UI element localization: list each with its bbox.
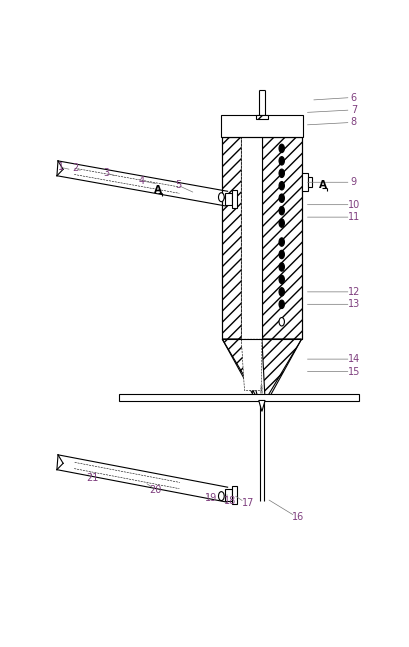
Circle shape	[279, 157, 284, 165]
Circle shape	[279, 194, 284, 203]
Bar	[302, 173, 308, 192]
Circle shape	[279, 318, 284, 326]
Text: 9: 9	[351, 177, 357, 187]
Bar	[262, 137, 301, 339]
Bar	[308, 177, 312, 187]
Bar	[225, 193, 232, 204]
Text: 16: 16	[292, 512, 304, 522]
Bar	[241, 137, 262, 339]
Text: 21: 21	[86, 473, 99, 483]
Bar	[225, 488, 232, 501]
Text: 11: 11	[348, 212, 360, 222]
Text: 7: 7	[351, 105, 357, 115]
Text: 8: 8	[351, 118, 357, 127]
Text: A: A	[319, 181, 327, 190]
Circle shape	[279, 219, 284, 227]
Text: 12: 12	[348, 287, 360, 297]
Bar	[221, 115, 303, 137]
Circle shape	[279, 288, 284, 296]
Text: 18: 18	[224, 496, 236, 506]
Circle shape	[279, 182, 284, 190]
Circle shape	[218, 193, 224, 202]
Circle shape	[218, 492, 224, 501]
Bar	[222, 137, 241, 339]
Circle shape	[279, 238, 284, 247]
Circle shape	[279, 300, 284, 309]
Text: 2: 2	[72, 163, 78, 173]
Bar	[256, 115, 268, 119]
Polygon shape	[259, 400, 265, 411]
Text: 19: 19	[205, 492, 217, 503]
Text: 13: 13	[348, 300, 360, 309]
Text: 1: 1	[58, 162, 64, 172]
Bar	[261, 395, 263, 400]
Text: 17: 17	[241, 498, 254, 508]
Text: 15: 15	[348, 367, 360, 377]
Circle shape	[279, 263, 284, 271]
Circle shape	[279, 206, 284, 215]
Polygon shape	[222, 339, 301, 400]
Text: 20: 20	[150, 485, 162, 495]
Circle shape	[279, 275, 284, 283]
Circle shape	[279, 250, 284, 259]
Text: 14: 14	[348, 354, 360, 364]
Polygon shape	[241, 339, 262, 391]
Text: 4: 4	[138, 176, 144, 186]
Bar	[222, 137, 301, 339]
Text: 6: 6	[351, 93, 357, 103]
Text: 10: 10	[348, 200, 360, 210]
Bar	[232, 486, 237, 503]
Text: 5: 5	[175, 181, 181, 190]
Circle shape	[279, 144, 284, 153]
Bar	[119, 394, 359, 401]
Text: 3: 3	[103, 168, 110, 179]
Bar	[232, 190, 237, 208]
Text: A: A	[154, 185, 162, 195]
Circle shape	[279, 169, 284, 177]
